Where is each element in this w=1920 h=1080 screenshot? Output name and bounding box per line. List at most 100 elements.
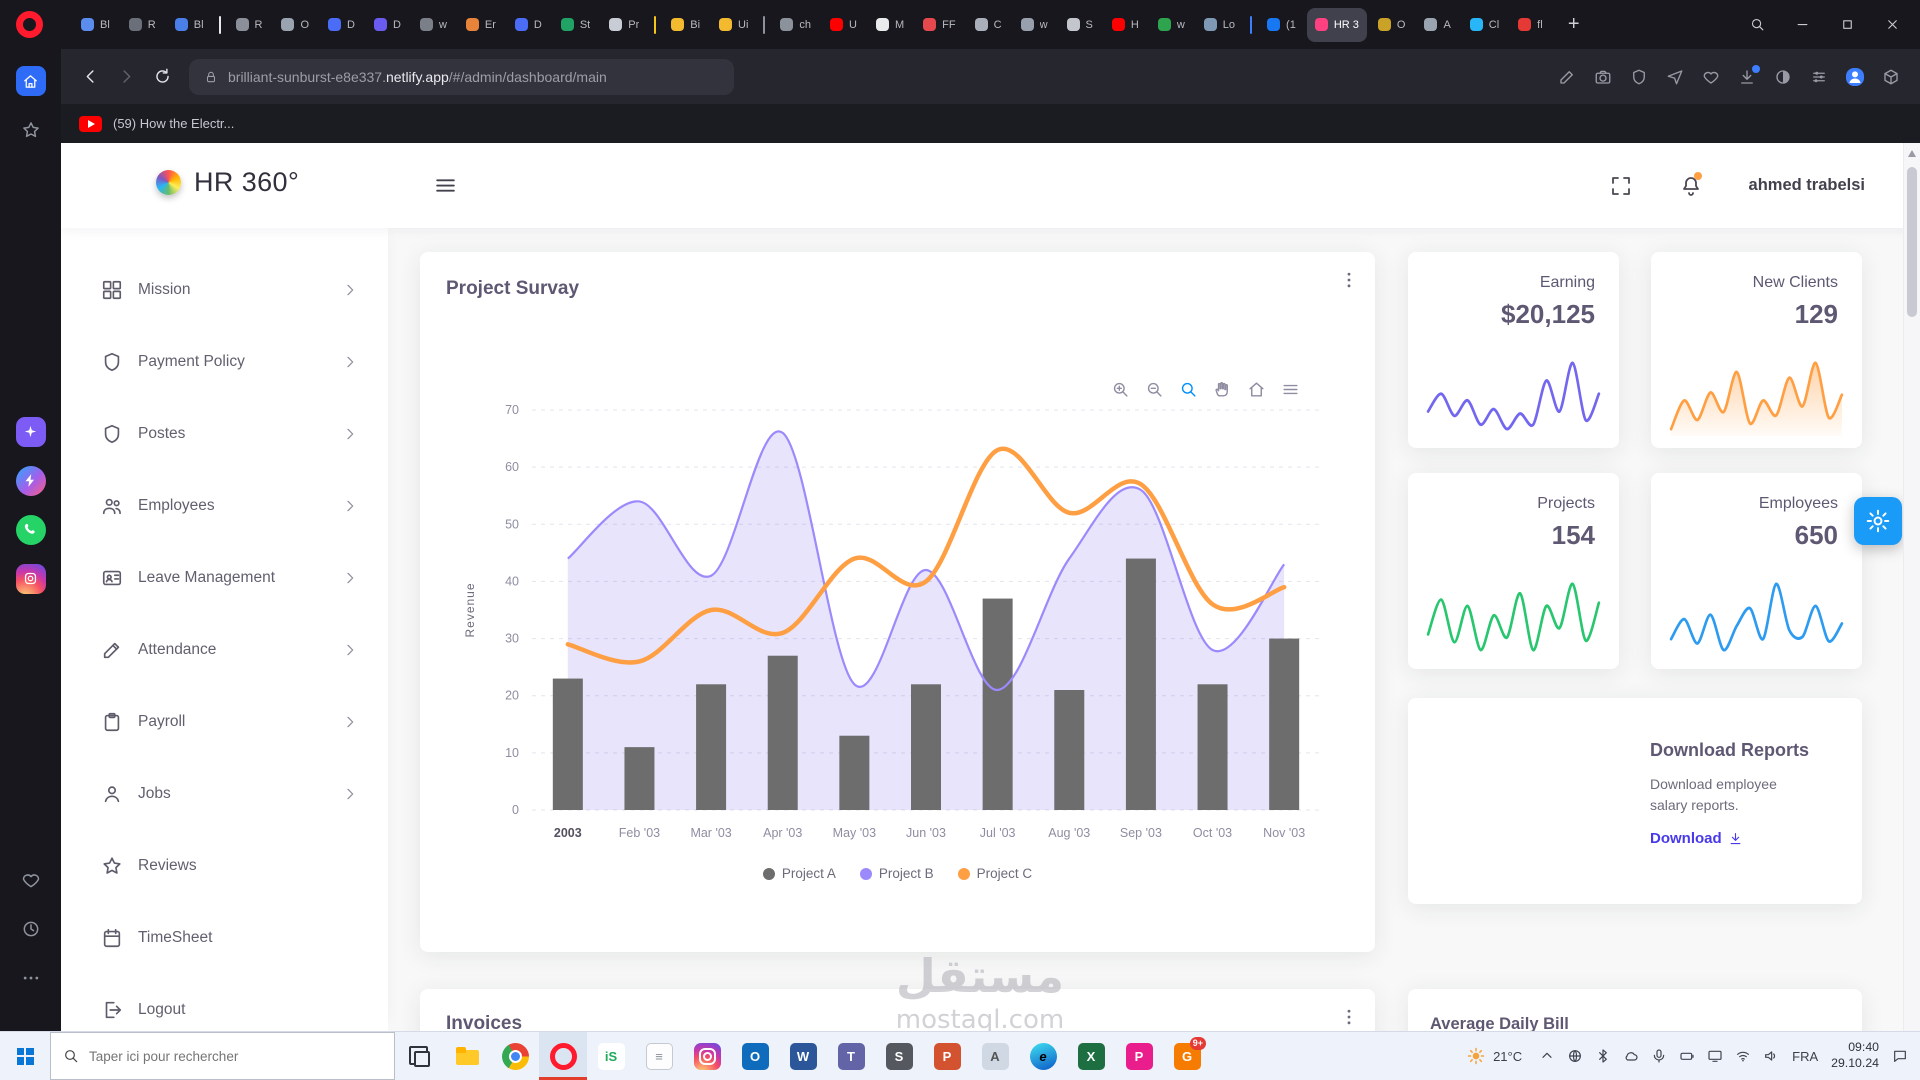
taskbar-app-instagram[interactable]: [683, 1032, 731, 1080]
browser-tab[interactable]: D: [366, 8, 409, 42]
browser-tab[interactable]: H: [1104, 8, 1147, 42]
selection-zoom-icon[interactable]: [1179, 380, 1198, 399]
send-icon[interactable]: [1666, 68, 1684, 86]
bookmark-heart-icon[interactable]: [1702, 68, 1720, 86]
wifi-icon[interactable]: [1735, 1048, 1751, 1064]
minimize-button[interactable]: [1795, 17, 1810, 32]
bluetooth-icon[interactable]: [1595, 1048, 1611, 1064]
messenger-icon[interactable]: [15, 465, 47, 497]
new-tab-button[interactable]: +: [1567, 13, 1580, 35]
chart-menu-icon[interactable]: [1281, 380, 1300, 399]
legend-item[interactable]: Project C: [957, 866, 1032, 881]
browser-tab[interactable]: O: [273, 8, 317, 42]
maximize-button[interactable]: [1840, 17, 1855, 32]
browser-tab[interactable]: D: [320, 8, 363, 42]
search-input[interactable]: [89, 1048, 382, 1064]
page-scrollbar[interactable]: [1903, 143, 1920, 1031]
menu-toggle-icon[interactable]: [433, 173, 458, 198]
language-indicator[interactable]: FRA: [1792, 1048, 1819, 1064]
back-button[interactable]: [81, 67, 100, 86]
monitor-icon[interactable]: [1707, 1048, 1723, 1064]
fullscreen-icon[interactable]: [1609, 174, 1633, 198]
taskbar-app-excel[interactable]: X: [1067, 1032, 1115, 1080]
sidebar-item-reviews[interactable]: Reviews: [61, 830, 388, 902]
download-link[interactable]: Download: [1650, 830, 1830, 847]
sidebar-item-jobs[interactable]: Jobs: [61, 758, 388, 830]
browser-tab[interactable]: (1: [1259, 8, 1304, 42]
sidebar-item-payroll[interactable]: Payroll: [61, 686, 388, 758]
theme-toggle-icon[interactable]: [1774, 68, 1792, 86]
url-field[interactable]: brilliant-sunburst-e8e337.netlify.app/#/…: [189, 58, 734, 95]
legend-item[interactable]: Project B: [859, 866, 934, 881]
sidebar-item-employees[interactable]: Employees: [61, 470, 388, 542]
camera-icon[interactable]: [1594, 68, 1612, 86]
favorites-heart-icon[interactable]: [15, 864, 47, 896]
taskbar-app-game[interactable]: G 9+: [1163, 1032, 1211, 1080]
taskbar-app-edge[interactable]: e: [1019, 1032, 1067, 1080]
battery-icon[interactable]: [1679, 1048, 1695, 1064]
browser-tab[interactable]: R: [228, 8, 271, 42]
zoom-in-icon[interactable]: [1111, 380, 1130, 399]
close-button[interactable]: [1885, 17, 1900, 32]
browser-tab[interactable]: FF: [915, 8, 963, 42]
browser-tab-active[interactable]: HR 3: [1306, 7, 1367, 42]
home-icon[interactable]: [15, 65, 47, 97]
browser-tab[interactable]: fl: [1510, 8, 1551, 42]
legend-item[interactable]: Project A: [762, 866, 836, 881]
sidebar-item-mission[interactable]: Mission: [61, 254, 388, 326]
settings-fab[interactable]: [1854, 497, 1902, 545]
browser-tab[interactable]: S: [1059, 8, 1101, 42]
forward-button[interactable]: [117, 67, 136, 86]
sidebar-item-logout[interactable]: Logout: [61, 974, 388, 1031]
clock[interactable]: 09:40 29.10.24: [1831, 1040, 1879, 1072]
more-options-icon[interactable]: [15, 962, 47, 994]
taskbar-search[interactable]: [50, 1032, 395, 1080]
reset-home-icon[interactable]: [1247, 380, 1266, 399]
extensions-icon[interactable]: [1882, 68, 1900, 86]
browser-tab[interactable]: C: [967, 8, 1010, 42]
browser-tab[interactable]: O: [1370, 8, 1414, 42]
taskbar-app-teams[interactable]: T: [827, 1032, 875, 1080]
card-menu-icon[interactable]: [1339, 270, 1359, 290]
shield-icon[interactable]: [1630, 68, 1648, 86]
sidebar-item-postes[interactable]: Postes: [61, 398, 388, 470]
instagram-icon[interactable]: [15, 563, 47, 595]
browser-tab[interactable]: Bl: [167, 8, 212, 42]
chevron-up-icon[interactable]: [1539, 1048, 1555, 1064]
taskbar-app-notepad[interactable]: ≡: [635, 1032, 683, 1080]
taskbar-app-photos[interactable]: P: [1115, 1032, 1163, 1080]
browser-tab[interactable]: A: [1416, 8, 1458, 42]
browser-tab[interactable]: ch: [772, 8, 819, 42]
zoom-out-icon[interactable]: [1145, 380, 1164, 399]
scroll-up-arrow[interactable]: [1908, 150, 1916, 157]
taskbar-app-task-view[interactable]: [395, 1032, 443, 1080]
taskbar-app-outlook[interactable]: O: [731, 1032, 779, 1080]
sidebar-item-payment-policy[interactable]: Payment Policy: [61, 326, 388, 398]
browser-tab[interactable]: Cl: [1462, 8, 1507, 42]
tab-search-icon[interactable]: [1750, 17, 1765, 32]
browser-tab[interactable]: D: [507, 8, 550, 42]
browser-tab[interactable]: St: [553, 8, 598, 42]
globe-icon[interactable]: [1567, 1048, 1583, 1064]
weather-widget[interactable]: 21°C: [1466, 1046, 1522, 1066]
history-icon[interactable]: [15, 913, 47, 945]
browser-tab[interactable]: w: [1150, 8, 1193, 42]
browser-tab[interactable]: Lo: [1196, 8, 1243, 42]
start-button[interactable]: [0, 1032, 50, 1080]
reload-button[interactable]: [153, 67, 172, 86]
browser-tab[interactable]: M: [868, 8, 912, 42]
sidebar-item-attendance[interactable]: Attendance: [61, 614, 388, 686]
card-menu-icon[interactable]: [1339, 1007, 1359, 1027]
taskbar-app-iss[interactable]: iS: [587, 1032, 635, 1080]
browser-tab[interactable]: R: [121, 8, 164, 42]
taskbar-app-opera[interactable]: [539, 1032, 587, 1080]
scrollbar-thumb[interactable]: [1907, 167, 1917, 317]
mic-icon[interactable]: [1651, 1048, 1667, 1064]
download-icon[interactable]: [1738, 64, 1760, 86]
volume-icon[interactable]: [1763, 1048, 1779, 1064]
taskbar-app-steam[interactable]: S: [875, 1032, 923, 1080]
sidebar-item-timesheet[interactable]: TimeSheet: [61, 902, 388, 974]
whatsapp-icon[interactable]: [15, 514, 47, 546]
aria-icon[interactable]: [15, 416, 47, 448]
taskbar-app-file-explorer[interactable]: [443, 1032, 491, 1080]
